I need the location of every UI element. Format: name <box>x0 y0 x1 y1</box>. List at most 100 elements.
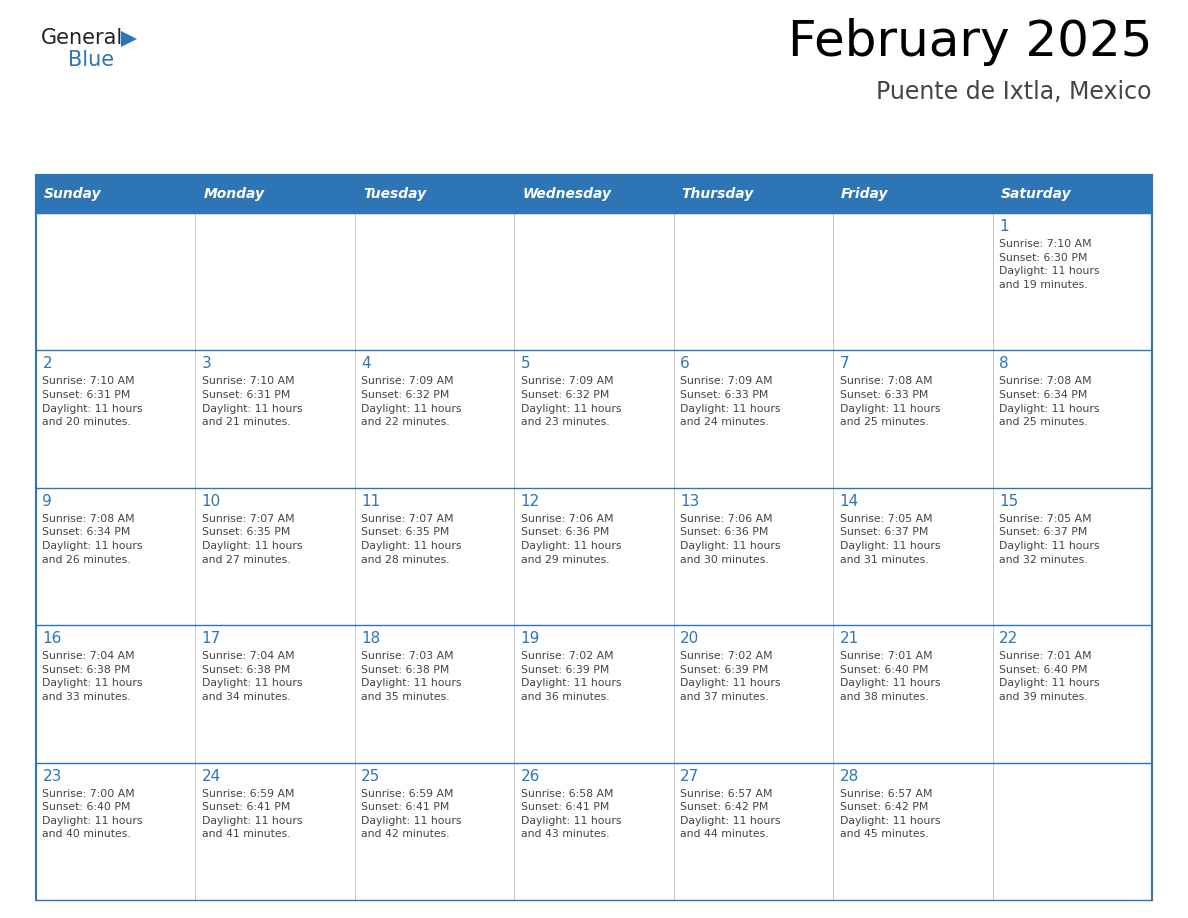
Bar <box>674 487 833 625</box>
Bar <box>514 487 674 625</box>
Text: 27: 27 <box>680 768 700 784</box>
Bar <box>514 175 674 213</box>
Text: 16: 16 <box>43 632 62 646</box>
Bar <box>36 175 1152 213</box>
Text: 19: 19 <box>520 632 541 646</box>
Bar <box>514 625 674 763</box>
Text: Sunrise: 7:04 AM
Sunset: 6:38 PM
Daylight: 11 hours
and 34 minutes.: Sunrise: 7:04 AM Sunset: 6:38 PM Dayligh… <box>202 651 302 702</box>
Text: Sunrise: 7:10 AM
Sunset: 6:31 PM
Daylight: 11 hours
and 20 minutes.: Sunrise: 7:10 AM Sunset: 6:31 PM Dayligh… <box>43 376 143 427</box>
Bar <box>992 213 1152 351</box>
Text: February 2025: February 2025 <box>788 18 1152 66</box>
Text: Sunrise: 7:07 AM
Sunset: 6:35 PM
Daylight: 11 hours
and 28 minutes.: Sunrise: 7:07 AM Sunset: 6:35 PM Dayligh… <box>361 514 462 565</box>
Text: Sunrise: 7:06 AM
Sunset: 6:36 PM
Daylight: 11 hours
and 29 minutes.: Sunrise: 7:06 AM Sunset: 6:36 PM Dayligh… <box>520 514 621 565</box>
Text: 25: 25 <box>361 768 380 784</box>
Bar <box>196 213 355 351</box>
Text: 22: 22 <box>999 632 1018 646</box>
Bar <box>355 625 514 763</box>
Text: Sunrise: 6:58 AM
Sunset: 6:41 PM
Daylight: 11 hours
and 43 minutes.: Sunrise: 6:58 AM Sunset: 6:41 PM Dayligh… <box>520 789 621 839</box>
Bar <box>514 213 674 351</box>
Text: Sunrise: 7:09 AM
Sunset: 6:32 PM
Daylight: 11 hours
and 22 minutes.: Sunrise: 7:09 AM Sunset: 6:32 PM Dayligh… <box>361 376 462 427</box>
Text: 5: 5 <box>520 356 530 372</box>
Bar <box>36 351 196 487</box>
Text: 7: 7 <box>840 356 849 372</box>
Text: Sunrise: 7:08 AM
Sunset: 6:33 PM
Daylight: 11 hours
and 25 minutes.: Sunrise: 7:08 AM Sunset: 6:33 PM Dayligh… <box>840 376 940 427</box>
Text: 12: 12 <box>520 494 539 509</box>
Bar <box>992 175 1152 213</box>
Bar <box>674 213 833 351</box>
Text: 3: 3 <box>202 356 211 372</box>
Text: Thursday: Thursday <box>682 187 754 201</box>
Bar <box>36 625 196 763</box>
Bar <box>833 487 992 625</box>
Bar <box>992 351 1152 487</box>
Bar <box>355 351 514 487</box>
Text: Sunrise: 7:01 AM
Sunset: 6:40 PM
Daylight: 11 hours
and 39 minutes.: Sunrise: 7:01 AM Sunset: 6:40 PM Dayligh… <box>999 651 1099 702</box>
Text: Sunrise: 7:00 AM
Sunset: 6:40 PM
Daylight: 11 hours
and 40 minutes.: Sunrise: 7:00 AM Sunset: 6:40 PM Dayligh… <box>43 789 143 839</box>
Text: Sunday: Sunday <box>44 187 102 201</box>
Text: Monday: Monday <box>203 187 265 201</box>
Text: Sunrise: 7:10 AM
Sunset: 6:30 PM
Daylight: 11 hours
and 19 minutes.: Sunrise: 7:10 AM Sunset: 6:30 PM Dayligh… <box>999 239 1099 290</box>
Text: 10: 10 <box>202 494 221 509</box>
Text: Sunrise: 7:03 AM
Sunset: 6:38 PM
Daylight: 11 hours
and 35 minutes.: Sunrise: 7:03 AM Sunset: 6:38 PM Dayligh… <box>361 651 462 702</box>
Text: 1: 1 <box>999 219 1009 234</box>
Text: 17: 17 <box>202 632 221 646</box>
Text: Sunrise: 6:59 AM
Sunset: 6:41 PM
Daylight: 11 hours
and 42 minutes.: Sunrise: 6:59 AM Sunset: 6:41 PM Dayligh… <box>361 789 462 839</box>
Text: Sunrise: 7:05 AM
Sunset: 6:37 PM
Daylight: 11 hours
and 32 minutes.: Sunrise: 7:05 AM Sunset: 6:37 PM Dayligh… <box>999 514 1099 565</box>
Text: General: General <box>42 28 124 48</box>
Text: Sunrise: 6:57 AM
Sunset: 6:42 PM
Daylight: 11 hours
and 44 minutes.: Sunrise: 6:57 AM Sunset: 6:42 PM Dayligh… <box>680 789 781 839</box>
Bar <box>833 351 992 487</box>
Text: 8: 8 <box>999 356 1009 372</box>
Text: 11: 11 <box>361 494 380 509</box>
Text: 24: 24 <box>202 768 221 784</box>
Text: Saturday: Saturday <box>1000 187 1072 201</box>
Text: 18: 18 <box>361 632 380 646</box>
Text: Sunrise: 7:01 AM
Sunset: 6:40 PM
Daylight: 11 hours
and 38 minutes.: Sunrise: 7:01 AM Sunset: 6:40 PM Dayligh… <box>840 651 940 702</box>
Bar <box>196 625 355 763</box>
Bar <box>833 175 992 213</box>
Bar <box>355 487 514 625</box>
Text: Sunrise: 7:10 AM
Sunset: 6:31 PM
Daylight: 11 hours
and 21 minutes.: Sunrise: 7:10 AM Sunset: 6:31 PM Dayligh… <box>202 376 302 427</box>
Text: Sunrise: 6:59 AM
Sunset: 6:41 PM
Daylight: 11 hours
and 41 minutes.: Sunrise: 6:59 AM Sunset: 6:41 PM Dayligh… <box>202 789 302 839</box>
Text: Sunrise: 7:02 AM
Sunset: 6:39 PM
Daylight: 11 hours
and 36 minutes.: Sunrise: 7:02 AM Sunset: 6:39 PM Dayligh… <box>520 651 621 702</box>
Text: 4: 4 <box>361 356 371 372</box>
Text: Sunrise: 7:02 AM
Sunset: 6:39 PM
Daylight: 11 hours
and 37 minutes.: Sunrise: 7:02 AM Sunset: 6:39 PM Dayligh… <box>680 651 781 702</box>
Bar <box>36 213 196 351</box>
Bar <box>674 625 833 763</box>
Text: 28: 28 <box>840 768 859 784</box>
Text: Sunrise: 7:08 AM
Sunset: 6:34 PM
Daylight: 11 hours
and 25 minutes.: Sunrise: 7:08 AM Sunset: 6:34 PM Dayligh… <box>999 376 1099 427</box>
Bar <box>674 763 833 900</box>
Bar <box>36 763 196 900</box>
Bar <box>355 763 514 900</box>
Bar <box>833 213 992 351</box>
Text: Sunrise: 7:05 AM
Sunset: 6:37 PM
Daylight: 11 hours
and 31 minutes.: Sunrise: 7:05 AM Sunset: 6:37 PM Dayligh… <box>840 514 940 565</box>
Text: 13: 13 <box>680 494 700 509</box>
Text: Sunrise: 7:04 AM
Sunset: 6:38 PM
Daylight: 11 hours
and 33 minutes.: Sunrise: 7:04 AM Sunset: 6:38 PM Dayligh… <box>43 651 143 702</box>
Bar <box>355 213 514 351</box>
Bar <box>833 625 992 763</box>
Bar <box>674 351 833 487</box>
Bar <box>196 487 355 625</box>
Text: Wednesday: Wednesday <box>523 187 612 201</box>
Bar <box>992 487 1152 625</box>
Text: 6: 6 <box>680 356 690 372</box>
Polygon shape <box>121 31 137 47</box>
Bar <box>196 175 355 213</box>
Text: 20: 20 <box>680 632 700 646</box>
Text: 26: 26 <box>520 768 541 784</box>
Text: Blue: Blue <box>68 50 114 70</box>
Text: Sunrise: 6:57 AM
Sunset: 6:42 PM
Daylight: 11 hours
and 45 minutes.: Sunrise: 6:57 AM Sunset: 6:42 PM Dayligh… <box>840 789 940 839</box>
Text: Sunrise: 7:09 AM
Sunset: 6:33 PM
Daylight: 11 hours
and 24 minutes.: Sunrise: 7:09 AM Sunset: 6:33 PM Dayligh… <box>680 376 781 427</box>
Text: 23: 23 <box>43 768 62 784</box>
Bar <box>992 625 1152 763</box>
Text: 14: 14 <box>840 494 859 509</box>
Text: Sunrise: 7:08 AM
Sunset: 6:34 PM
Daylight: 11 hours
and 26 minutes.: Sunrise: 7:08 AM Sunset: 6:34 PM Dayligh… <box>43 514 143 565</box>
Bar <box>992 763 1152 900</box>
Bar <box>833 763 992 900</box>
Bar <box>355 175 514 213</box>
Text: Friday: Friday <box>841 187 889 201</box>
Text: Puente de Ixtla, Mexico: Puente de Ixtla, Mexico <box>877 80 1152 104</box>
Text: 2: 2 <box>43 356 52 372</box>
Bar <box>514 763 674 900</box>
Text: Sunrise: 7:06 AM
Sunset: 6:36 PM
Daylight: 11 hours
and 30 minutes.: Sunrise: 7:06 AM Sunset: 6:36 PM Dayligh… <box>680 514 781 565</box>
Text: 15: 15 <box>999 494 1018 509</box>
